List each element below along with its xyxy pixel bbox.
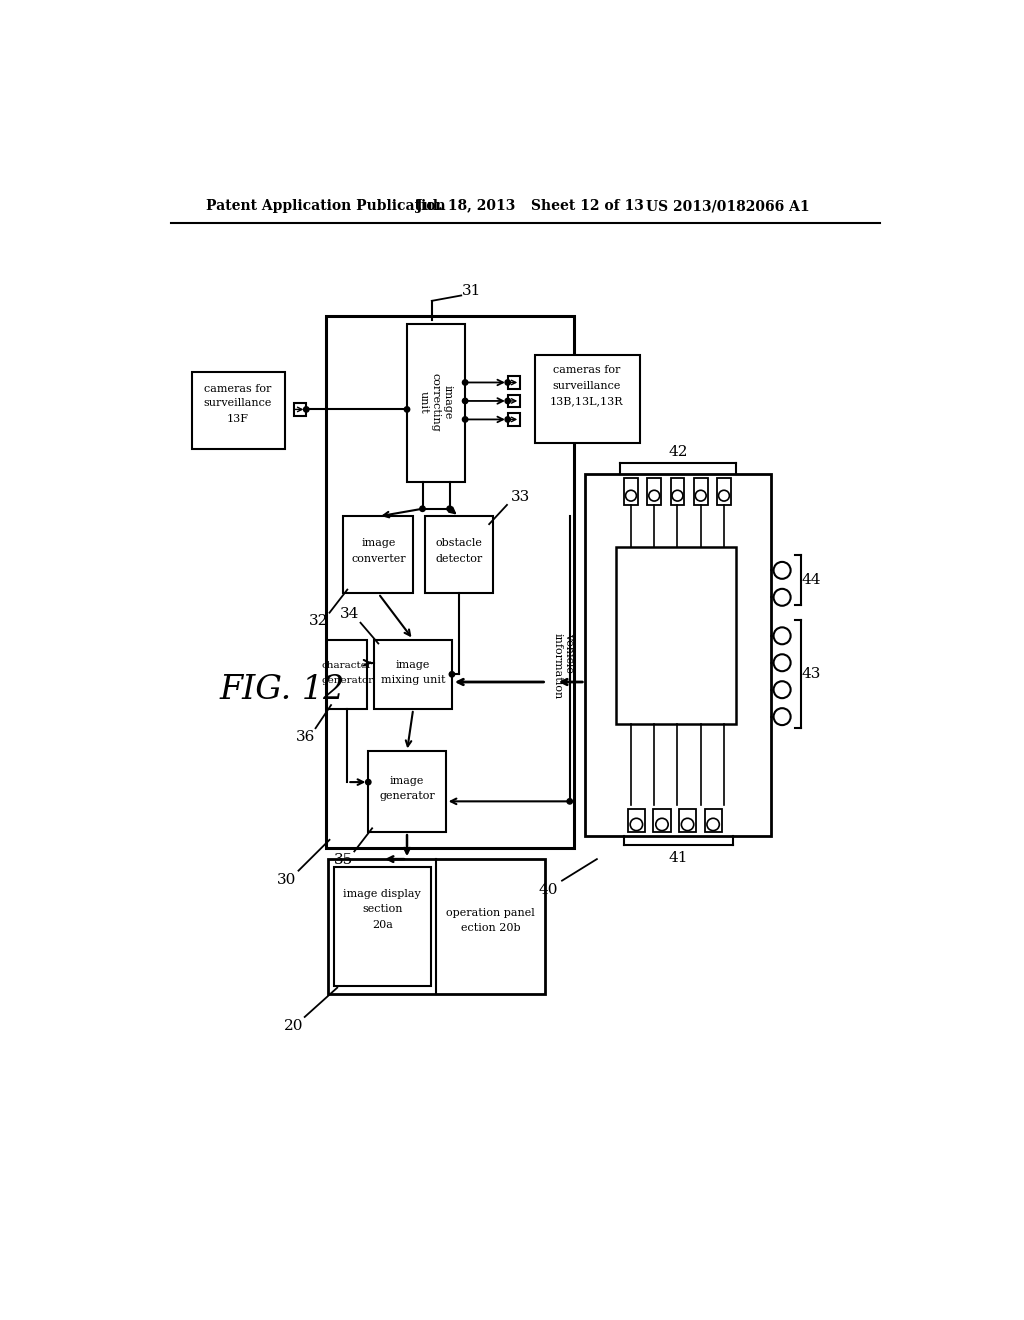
Circle shape xyxy=(672,490,683,502)
Bar xyxy=(328,859,545,994)
Bar xyxy=(535,355,640,444)
Bar xyxy=(326,317,573,847)
Text: vehicle
information: vehicle information xyxy=(553,634,574,700)
Circle shape xyxy=(567,799,572,804)
Text: image display: image display xyxy=(343,888,421,899)
Text: 20: 20 xyxy=(284,1019,303,1034)
Circle shape xyxy=(773,562,791,579)
Circle shape xyxy=(505,399,510,404)
Text: 36: 36 xyxy=(296,730,315,743)
Bar xyxy=(693,478,708,506)
Bar xyxy=(369,751,445,832)
Text: 32: 32 xyxy=(309,614,329,628)
Text: US 2013/0182066 A1: US 2013/0182066 A1 xyxy=(646,199,809,213)
Text: 31: 31 xyxy=(462,284,481,298)
Circle shape xyxy=(366,779,371,785)
Bar xyxy=(508,395,520,407)
Circle shape xyxy=(695,490,707,502)
Bar xyxy=(343,516,414,594)
Bar xyxy=(294,404,306,416)
Bar xyxy=(679,809,696,832)
Bar xyxy=(586,474,771,836)
Bar xyxy=(425,516,493,594)
Text: FIG. 12: FIG. 12 xyxy=(219,673,345,706)
Text: generator: generator xyxy=(322,676,374,685)
Text: 34: 34 xyxy=(340,607,359,622)
Text: Sheet 12 of 13: Sheet 12 of 13 xyxy=(531,199,644,213)
Text: 42: 42 xyxy=(669,445,688,459)
Text: image: image xyxy=(361,539,395,548)
Bar xyxy=(328,640,368,709)
Bar xyxy=(717,478,731,506)
Circle shape xyxy=(303,407,309,412)
Text: obstacle: obstacle xyxy=(435,539,482,548)
Circle shape xyxy=(773,627,791,644)
Circle shape xyxy=(420,506,425,511)
Circle shape xyxy=(773,681,791,698)
Bar xyxy=(334,867,431,986)
Text: cameras for: cameras for xyxy=(553,366,621,375)
Circle shape xyxy=(649,490,659,502)
Text: ection 20b: ection 20b xyxy=(461,924,520,933)
Circle shape xyxy=(404,407,410,412)
Bar xyxy=(407,323,465,482)
Text: detector: detector xyxy=(435,554,482,564)
Bar xyxy=(508,376,520,388)
Bar xyxy=(628,809,645,832)
Bar xyxy=(647,478,662,506)
Circle shape xyxy=(719,490,729,502)
Bar xyxy=(191,372,285,449)
Circle shape xyxy=(463,399,468,404)
Circle shape xyxy=(463,417,468,422)
Circle shape xyxy=(655,818,669,830)
Text: 41: 41 xyxy=(669,850,688,865)
Circle shape xyxy=(707,818,719,830)
Text: image: image xyxy=(390,776,424,785)
Text: character: character xyxy=(322,660,373,669)
Text: 20a: 20a xyxy=(372,920,392,929)
Circle shape xyxy=(773,708,791,725)
Circle shape xyxy=(626,490,636,502)
Text: 13F: 13F xyxy=(227,413,249,424)
Text: image
correcting
unit: image correcting unit xyxy=(419,374,453,432)
Text: Jul. 18, 2013: Jul. 18, 2013 xyxy=(417,199,516,213)
Text: generator: generator xyxy=(379,791,435,801)
Text: converter: converter xyxy=(351,554,406,564)
Text: Patent Application Publication: Patent Application Publication xyxy=(206,199,445,213)
Bar xyxy=(671,478,684,506)
Text: image: image xyxy=(396,660,430,671)
Text: surveillance: surveillance xyxy=(204,399,272,408)
Text: 30: 30 xyxy=(278,873,297,887)
Text: 33: 33 xyxy=(511,490,529,504)
Circle shape xyxy=(630,818,643,830)
Circle shape xyxy=(463,380,468,385)
Circle shape xyxy=(773,589,791,606)
Text: 43: 43 xyxy=(802,668,821,681)
Circle shape xyxy=(446,506,453,511)
Bar xyxy=(616,548,736,725)
Circle shape xyxy=(505,380,510,385)
Text: mixing unit: mixing unit xyxy=(381,676,445,685)
Circle shape xyxy=(450,672,455,677)
Text: section: section xyxy=(361,904,402,915)
Text: 13B,13L,13R: 13B,13L,13R xyxy=(550,396,624,407)
Text: surveillance: surveillance xyxy=(553,380,621,391)
Bar xyxy=(705,809,722,832)
Circle shape xyxy=(773,655,791,671)
Circle shape xyxy=(505,417,510,422)
Bar xyxy=(508,413,520,425)
Text: 44: 44 xyxy=(802,573,821,586)
Text: 40: 40 xyxy=(539,883,558,896)
Bar xyxy=(624,478,638,506)
Bar xyxy=(653,809,671,832)
Text: cameras for: cameras for xyxy=(205,384,271,395)
Circle shape xyxy=(681,818,693,830)
Bar xyxy=(375,640,452,709)
Text: operation panel: operation panel xyxy=(446,908,536,917)
Text: 35: 35 xyxy=(334,853,353,867)
